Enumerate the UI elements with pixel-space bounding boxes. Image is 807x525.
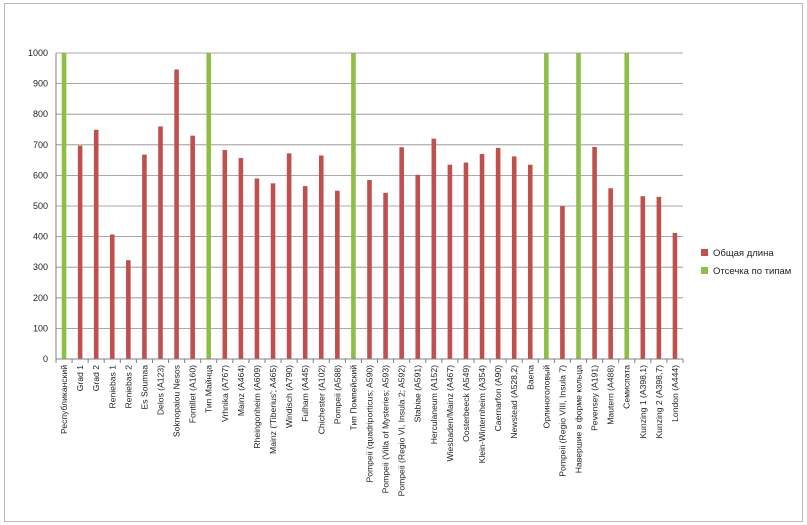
x-category-label: Тип Майнца (204, 365, 214, 413)
x-category-label: Wiesbaden/Mainz (A467) (445, 365, 455, 462)
bar (544, 53, 549, 359)
x-category-label: Herculaneum (A152) (429, 365, 439, 444)
x-category-label: Vrhnika (A767) (220, 365, 230, 422)
bar (222, 150, 228, 359)
x-category-label: Pompeii (Villa of Mysteries; A593) (381, 365, 391, 493)
x-category-label: Республиканский (59, 365, 69, 434)
x-category-label: Mainz ('Tiberius'; A465) (268, 365, 278, 454)
y-tick-label: 800 (33, 109, 48, 119)
bar (61, 53, 67, 359)
bar (479, 153, 485, 359)
x-category-label: Caernarfon (A90) (493, 365, 503, 432)
x-category-label: London (A444) (670, 365, 680, 422)
legend-label: Общая длина (713, 248, 774, 259)
chart-frame: 0 100 200 300 400 500 600 700 800 900 1000 Республи… (4, 3, 803, 522)
bar (270, 183, 276, 359)
bar (238, 157, 244, 359)
x-category-label: Fulham (A445) (300, 365, 310, 422)
bar (77, 145, 83, 359)
x-category-label: Grad 2 (91, 365, 101, 391)
x-category-label: Reniebas 1 (107, 365, 117, 409)
bar (624, 53, 630, 359)
x-category-label: Тип Помпейский (348, 365, 358, 431)
bar (431, 138, 437, 359)
x-category-label: Klein-Winternheim (A354) (477, 365, 487, 464)
x-category-label: Kunzing 2 (A398,7) (654, 365, 664, 439)
y-tick-label: 900 (33, 79, 48, 89)
bar (367, 179, 372, 359)
bar (174, 69, 179, 360)
x-category-label: Fontillet (A160) (188, 365, 198, 423)
x-category-label: Oosterbeeck (A549) (461, 365, 471, 442)
bar (527, 164, 533, 359)
y-tick-label: 0 (43, 354, 48, 364)
bar-chart: 0 100 200 300 400 500 600 700 800 900 1000 Республи… (28, 48, 791, 497)
x-category-label: Kunzing 1 (A398,1) (638, 365, 648, 439)
x-category-label: Pompeii (Regio VIII, Insula 7) (557, 365, 567, 477)
bar (302, 186, 308, 359)
x-category-label: Grad 1 (75, 365, 85, 391)
bar (415, 174, 421, 359)
x-category-label: Навершие в форме кольца (574, 365, 584, 473)
x-category-label: Newstead (A528,2) (509, 365, 519, 439)
x-category-label: Windisch (A790) (284, 365, 294, 428)
x-category-label: Pompeii (quadriporticus; A590) (365, 365, 375, 483)
x-category-label: Stabiae (A591) (413, 365, 423, 422)
bar (318, 155, 324, 359)
bar (447, 164, 453, 359)
x-category-label: Chichester (A102) (316, 365, 326, 434)
y-tick-label: 400 (33, 232, 48, 242)
y-tick-label: 200 (33, 293, 48, 303)
bar (640, 196, 646, 359)
y-tick-label: 500 (33, 201, 48, 211)
bar (142, 154, 147, 359)
x-category-label: Baena (525, 365, 535, 390)
y-tick-label: 1000 (28, 48, 48, 58)
bar (286, 153, 292, 359)
x-category-label: Pompeii (Regio VI, Insula 2; A592) (397, 365, 407, 497)
bar (608, 188, 613, 359)
bar (656, 196, 662, 359)
bar (383, 192, 388, 359)
y-tick-label: 100 (33, 323, 48, 333)
bar (463, 162, 469, 359)
x-category-label: Pompeii (A588) (332, 365, 342, 424)
y-tick-label: 700 (33, 140, 48, 150)
bar (576, 53, 581, 359)
x-category-label: Семиспата (622, 365, 632, 409)
bar (399, 147, 404, 359)
x-category-label: Reniebas 2 (123, 365, 133, 409)
x-category-label: Es Soumaa (139, 365, 149, 410)
y-tick-label: 300 (33, 262, 48, 272)
bars (61, 53, 678, 360)
legend-swatch (701, 249, 708, 256)
bar (109, 234, 115, 359)
bar (190, 135, 195, 359)
x-category-label: Pevensey (A191) (590, 365, 600, 431)
bar (672, 232, 678, 359)
bar (206, 53, 212, 359)
x-category-label: Орлиноголовый (541, 365, 551, 429)
axes: 0 100 200 300 400 500 600 700 800 900 1000 Республи… (28, 48, 684, 497)
x-category-label: Soknopaiou Nesos (172, 365, 182, 437)
y-tick-label: 600 (33, 170, 48, 180)
bar (560, 206, 565, 359)
bar (126, 260, 131, 359)
bar (93, 129, 99, 359)
bar (511, 156, 517, 359)
bar (495, 147, 501, 359)
legend-swatch (701, 267, 708, 274)
x-category-label: Delos (A123) (156, 365, 166, 415)
legend: Общая длина Отсечка по типам (701, 248, 791, 277)
x-category-label: Mautern (A488) (606, 365, 616, 425)
bar (351, 53, 356, 359)
legend-label: Отсечка по типам (713, 266, 791, 277)
x-category-label: Rheingonheim (A609) (252, 365, 262, 449)
bar (254, 178, 260, 359)
x-category-label: Mainz (A464) (236, 365, 246, 416)
bar (158, 126, 163, 359)
bar (592, 146, 597, 359)
bar (335, 190, 340, 359)
